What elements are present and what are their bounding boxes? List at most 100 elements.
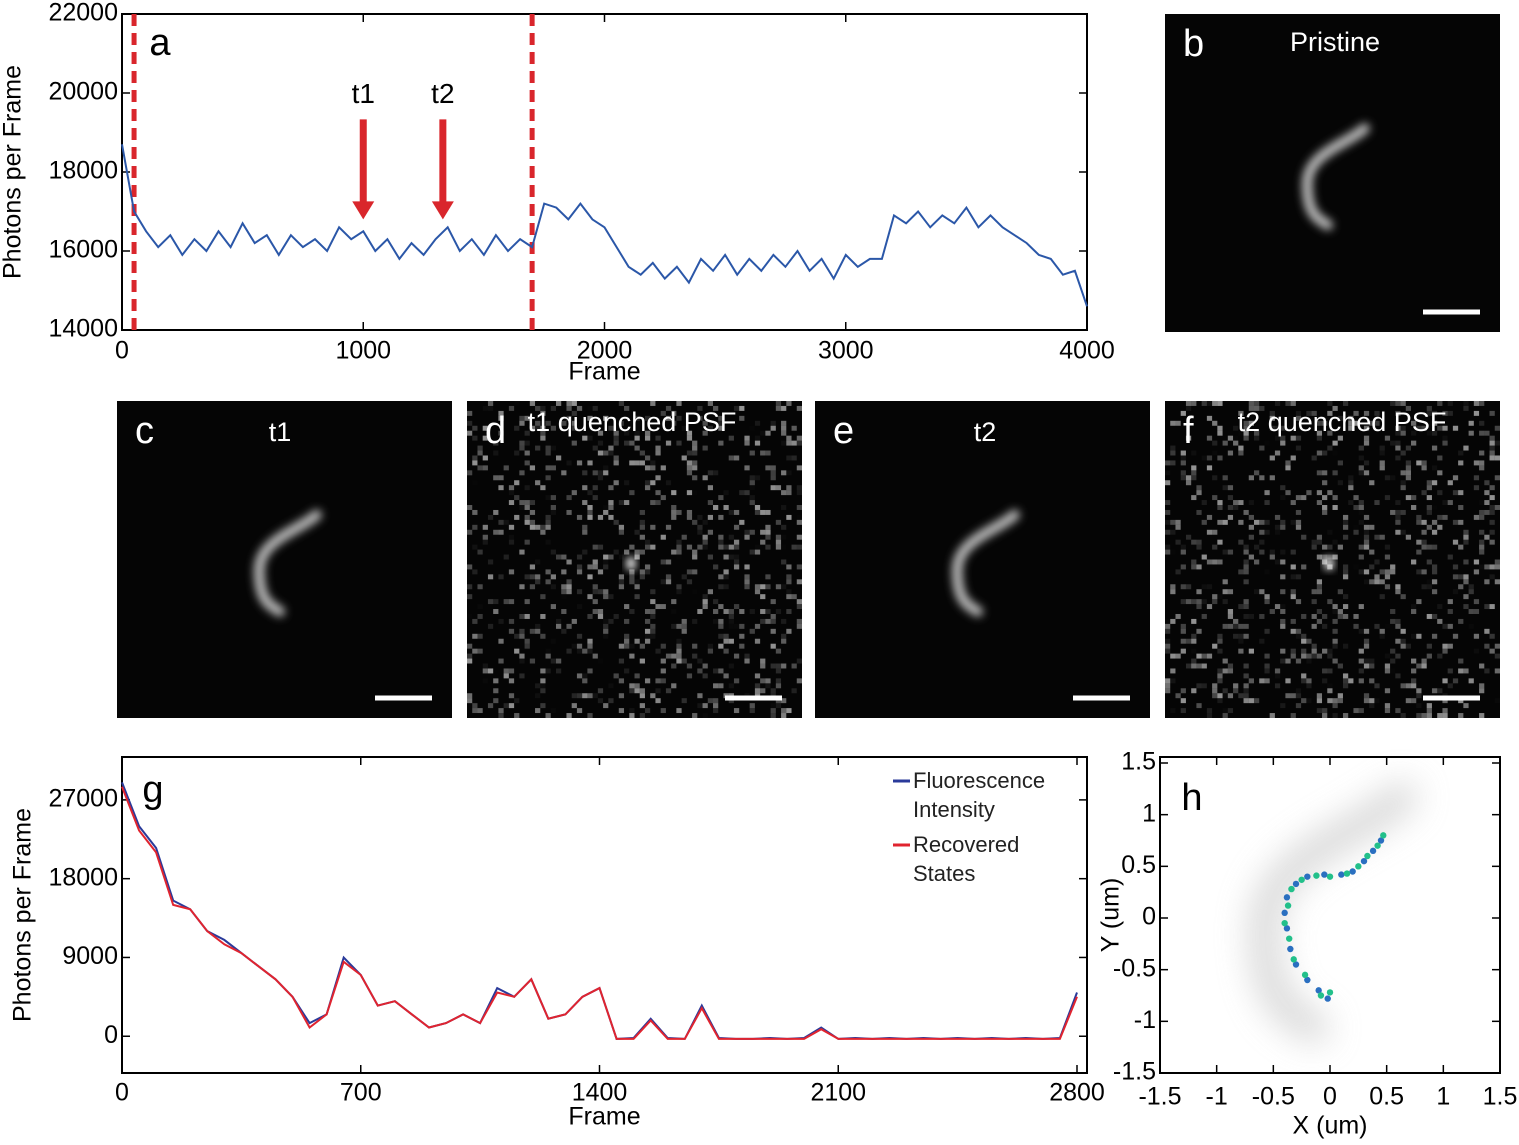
noise-pixel — [1353, 410, 1359, 416]
noise-pixel — [1311, 613, 1317, 619]
noise-pixel — [1342, 534, 1349, 540]
noise-pixel — [613, 549, 619, 555]
noise-pixel — [781, 470, 787, 476]
noise-pixel — [1332, 703, 1338, 709]
noise-pixel — [1170, 445, 1176, 451]
noise-pixel — [545, 524, 551, 530]
noise-pixel — [1390, 509, 1396, 515]
noise-pixel — [634, 673, 640, 679]
noise-pixel — [1479, 564, 1484, 569]
noise-pixel — [655, 435, 661, 441]
noise-pixel — [697, 529, 703, 535]
plot-frame — [1159, 756, 1501, 1074]
noise-pixel — [1390, 618, 1396, 624]
noise-pixel — [1238, 569, 1244, 575]
noise-pixel — [650, 613, 656, 619]
noise-pixel — [592, 589, 598, 595]
data-point — [1290, 956, 1297, 963]
y-axis-title: Y (um) — [1097, 878, 1125, 953]
panel-letter: d — [485, 410, 506, 452]
noise-pixel — [1280, 574, 1286, 580]
noise-pixel — [775, 698, 782, 704]
noise-pixel — [1363, 470, 1370, 476]
noise-pixel — [1274, 450, 1281, 456]
noise-pixel — [608, 618, 614, 624]
data-line — [121, 144, 1088, 307]
noise-pixel — [1384, 495, 1391, 501]
noise-pixel — [540, 688, 546, 694]
noise-pixel — [582, 648, 588, 654]
noise-pixel — [1206, 529, 1213, 535]
noise-pixel — [671, 623, 677, 629]
noise-pixel — [1400, 401, 1406, 406]
noise-pixel — [608, 500, 614, 506]
noise-pixel — [775, 544, 782, 550]
noise-pixel — [1463, 579, 1469, 585]
noise-pixel — [692, 490, 697, 495]
noise-pixel — [1274, 514, 1281, 520]
noise-pixel — [587, 638, 593, 644]
noise-pixel — [1180, 584, 1186, 590]
noise-pixel — [498, 708, 504, 714]
noise-pixel — [1342, 569, 1349, 575]
noise-pixel — [1233, 505, 1239, 510]
noise-pixel — [561, 584, 567, 590]
noise-pixel — [519, 500, 525, 506]
noise-pixel — [1196, 653, 1202, 659]
data-point — [1326, 989, 1334, 996]
noise-pixel — [1316, 450, 1323, 456]
noise-pixel — [713, 564, 719, 570]
noise-pixel — [1358, 648, 1364, 654]
noise-pixel — [1227, 435, 1234, 441]
noise-pixel — [1316, 618, 1323, 624]
noise-pixel — [1212, 683, 1218, 689]
noise-pixel — [1437, 455, 1443, 461]
noise-pixel — [644, 609, 651, 614]
noise-pixel — [1295, 628, 1302, 634]
noise-pixel — [650, 633, 656, 639]
noise-pixel — [561, 589, 567, 595]
noise-pixel — [781, 430, 787, 436]
noise-pixel — [1332, 495, 1338, 501]
noise-pixel — [660, 708, 666, 714]
noise-pixel — [603, 594, 609, 600]
noise-pixel — [587, 514, 593, 520]
noise-pixel — [1264, 500, 1270, 506]
noise-pixel — [796, 405, 802, 411]
noise-pixel — [1358, 445, 1364, 451]
noise-pixel — [1489, 495, 1495, 501]
noise-pixel — [1238, 693, 1244, 699]
noise-pixel — [639, 534, 645, 540]
x-tick-label: 700 — [340, 1079, 382, 1107]
noise-pixel — [1322, 480, 1328, 486]
noise-pixel — [770, 420, 776, 426]
noise-pixel — [603, 509, 609, 515]
noise-pixel — [1342, 519, 1349, 525]
noise-pixel — [765, 678, 771, 684]
noise-pixel — [1463, 703, 1469, 709]
noise-pixel — [608, 450, 614, 456]
noise-pixel — [487, 401, 494, 406]
noise-pixel — [1238, 623, 1244, 629]
noise-pixel — [535, 574, 541, 580]
noise-pixel — [1463, 539, 1469, 545]
noise-pixel — [644, 435, 651, 441]
noise-pixel — [555, 401, 562, 406]
noise-pixel — [665, 480, 672, 486]
noise-pixel — [508, 693, 515, 699]
noise-pixel — [1280, 609, 1286, 614]
noise-pixel — [1416, 425, 1422, 431]
noise-pixel — [1165, 500, 1171, 506]
noise-pixel — [713, 683, 719, 689]
noise-pixel — [1363, 663, 1370, 669]
noise-pixel — [571, 703, 577, 709]
noise-pixel — [629, 460, 635, 466]
noise-pixel — [1217, 500, 1223, 506]
noise-pixel — [550, 509, 556, 515]
noise-pixel — [508, 628, 515, 634]
noise-pixel — [1342, 683, 1349, 689]
noise-pixel — [791, 688, 797, 694]
noise-pixel — [1374, 574, 1380, 580]
noise-pixel — [718, 440, 724, 446]
noise-pixel — [1489, 564, 1495, 570]
